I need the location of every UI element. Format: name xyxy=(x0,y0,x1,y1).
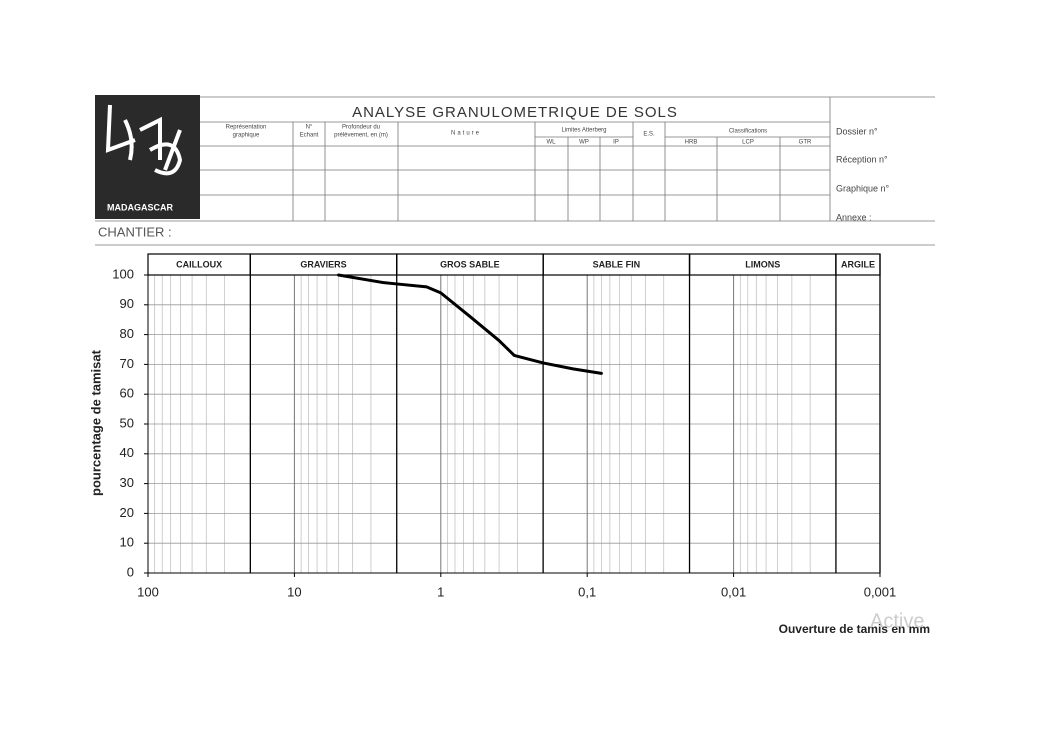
column-label: Nature xyxy=(451,131,481,137)
column-label: E.S. xyxy=(643,132,655,138)
y-tick-label: 50 xyxy=(120,415,134,430)
sub-label: LCP xyxy=(742,140,754,146)
x-tick-label: 0,1 xyxy=(578,584,596,599)
logo xyxy=(95,95,200,219)
x-tick-label: 0,001 xyxy=(864,584,897,599)
x-tick-label: 1 xyxy=(437,584,444,599)
zone-label: SABLE FIN xyxy=(593,259,641,269)
y-tick-label: 80 xyxy=(120,326,134,341)
sub-label: IP xyxy=(613,140,619,146)
sub-label: WL xyxy=(547,140,557,146)
column-label: Echant xyxy=(300,133,319,139)
y-tick-label: 100 xyxy=(112,266,134,281)
y-tick-label: 60 xyxy=(120,386,134,401)
column-label: Limites Atterberg xyxy=(561,128,606,134)
sub-label: HRB xyxy=(685,140,698,146)
y-axis-label: pourcentage de tamisat xyxy=(88,349,103,496)
x-tick-label: 10 xyxy=(287,584,301,599)
column-label: N° xyxy=(306,125,313,131)
curve xyxy=(336,273,603,375)
zone-label: GROS SABLE xyxy=(440,259,500,269)
watermark: Active xyxy=(870,610,924,632)
column-label: prélèvement, en (m) xyxy=(334,133,388,139)
y-tick-label: 30 xyxy=(120,475,134,490)
y-tick-label: 0 xyxy=(127,564,134,579)
x-axis-label: Ouverture de tamis en mm xyxy=(779,622,930,636)
y-tick-label: 40 xyxy=(120,445,134,460)
column-label: Représentation xyxy=(226,125,267,131)
column-label: Profondeur du xyxy=(342,125,380,131)
x-tick-label: 100 xyxy=(137,584,159,599)
column-label: Classifications xyxy=(729,129,767,135)
logo-mark xyxy=(105,104,183,176)
zone-label: LIMONS xyxy=(745,259,780,269)
sub-label: WP xyxy=(579,140,589,146)
logo-text: MADAGASCAR xyxy=(107,202,173,212)
field-label: Réception n° xyxy=(836,154,888,164)
x-tick-label: 0,01 xyxy=(721,584,746,599)
field-label: Dossier n° xyxy=(836,126,878,136)
form-title: ANALYSE GRANULOMETRIQUE DE SOLS xyxy=(352,104,678,121)
form-header: MADAGASCAR ANALYSE GRANULOMETRIQUE DE SO… xyxy=(95,95,935,246)
zone-label: GRAVIERS xyxy=(300,259,346,269)
y-tick-label: 70 xyxy=(120,356,134,371)
y-tick-label: 20 xyxy=(120,505,134,520)
zone-label: ARGILE xyxy=(841,259,875,269)
y-tick-label: 90 xyxy=(120,296,134,311)
y-tick-label: 10 xyxy=(120,535,134,550)
field-label: Annexe : xyxy=(836,212,872,222)
sub-label: GTR xyxy=(799,140,812,146)
chantier-label: CHANTIER : xyxy=(98,224,172,239)
zone-label: CAILLOUX xyxy=(176,259,222,269)
field-label: Graphique n° xyxy=(836,183,890,193)
column-label: graphique xyxy=(233,133,260,139)
